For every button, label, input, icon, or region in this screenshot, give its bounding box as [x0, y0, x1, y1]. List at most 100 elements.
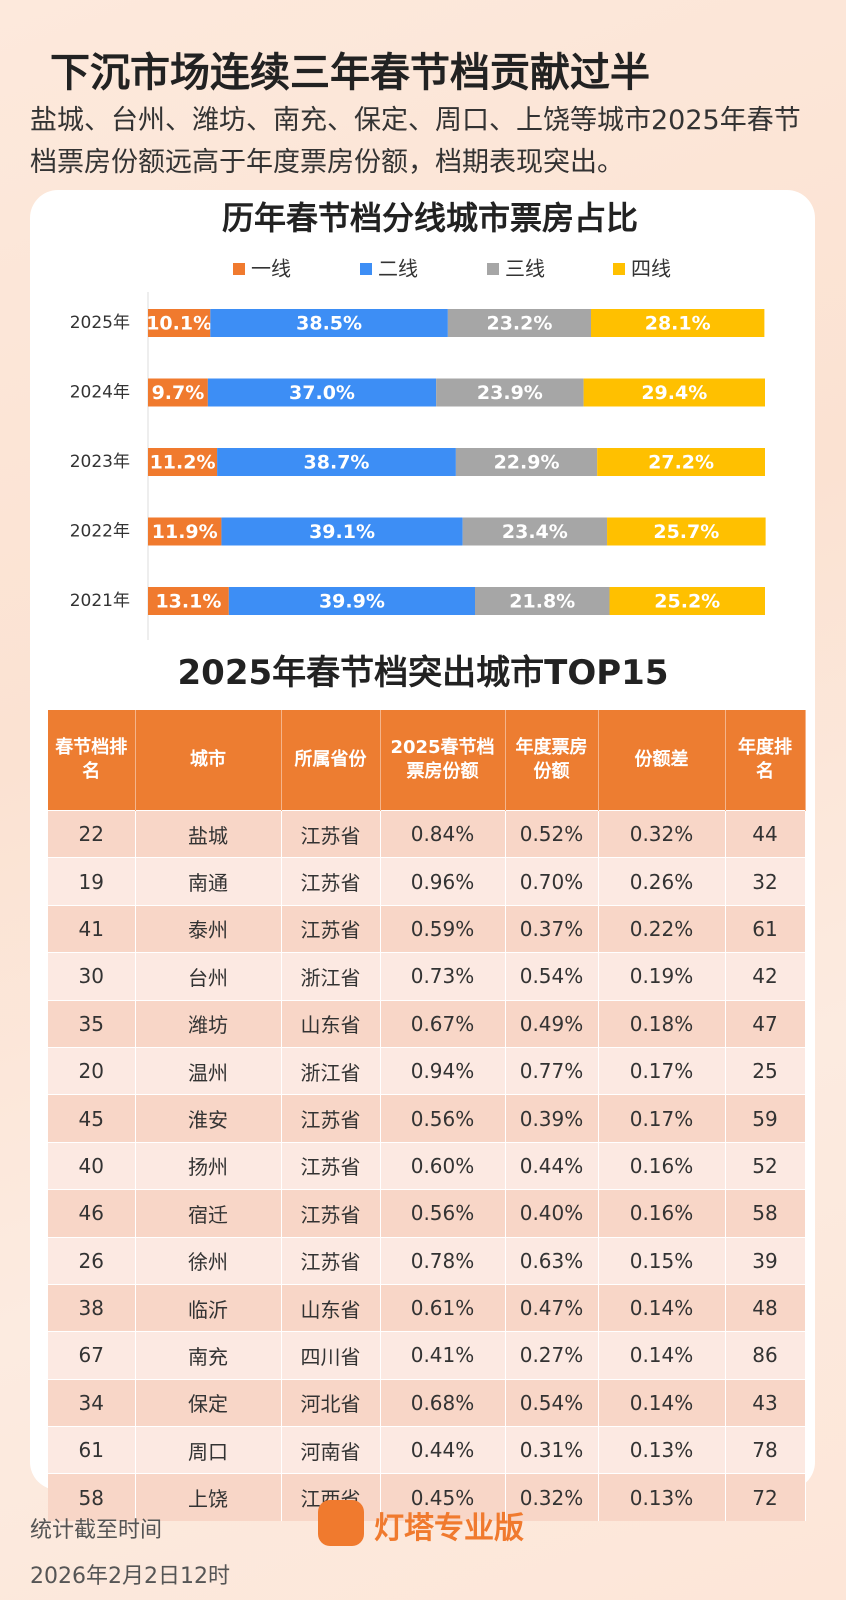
table-cell: 0.73%	[380, 952, 506, 1001]
table-cell: 0.96%	[380, 857, 506, 906]
header-cell: 2025春节档票房份额	[380, 710, 506, 811]
table-cell: 0.16%	[598, 1141, 726, 1190]
y-tick-label: 2025年	[70, 313, 130, 333]
logo	[318, 1500, 364, 1546]
table-cell: 47	[725, 999, 806, 1048]
table-row: 35 潍坊 山东省 0.67% 0.49% 0.18% 47	[48, 999, 806, 1048]
table-cell: 0.44%	[505, 1141, 599, 1190]
table-cell: 山东省	[281, 1283, 381, 1332]
bar-segment	[148, 309, 211, 337]
table-cell: 0.14%	[598, 1283, 726, 1332]
value-label: 37.0%	[289, 382, 355, 404]
table-cell: 0.54%	[505, 952, 599, 1001]
table-cell: 扬州	[135, 1141, 282, 1190]
table-cell: 30	[48, 952, 136, 1001]
table-cell: 南通	[135, 857, 282, 906]
y-tick-label: 2024年	[70, 383, 130, 403]
table-cell: 72	[725, 1473, 806, 1521]
table-cell: 78	[725, 1426, 806, 1474]
value-label: 29.4%	[641, 382, 707, 404]
table-cell: 泰州	[135, 904, 282, 953]
table-cell: 江苏省	[281, 904, 381, 953]
value-label: 9.7%	[152, 382, 205, 404]
table-cell: 0.54%	[505, 1378, 599, 1427]
table-cell: 61	[725, 904, 806, 953]
table-cell: 67	[48, 1331, 136, 1380]
table-cell: 0.15%	[598, 1236, 726, 1285]
table-row: 61 周口 河南省 0.44% 0.31% 0.13% 78	[48, 1426, 806, 1474]
bar-segment	[591, 309, 765, 337]
table-cell: 河北省	[281, 1378, 381, 1427]
value-label: 39.9%	[319, 591, 385, 613]
legend-label: 四线	[631, 257, 671, 281]
table-cell: 宿迁	[135, 1189, 282, 1238]
value-label: 13.1%	[155, 591, 221, 613]
header-cell: 所属省份	[281, 710, 381, 811]
bar-segment	[207, 378, 437, 407]
table-cell: 淮安	[135, 1094, 282, 1143]
value-label: 27.2%	[648, 452, 714, 474]
table-cell: 0.49%	[505, 999, 599, 1048]
subtitle: 盐城、台州、潍坊、南充、保定、周口、上饶等城市2025年春节档票房份额远高于年度…	[30, 105, 801, 178]
table-cell: 江苏省	[281, 1236, 381, 1285]
table-row: 26 徐州 江苏省 0.78% 0.63% 0.15% 39	[48, 1236, 806, 1285]
chart-title: 历年春节档分线城市票房占比	[222, 199, 638, 237]
table-cell: 山东省	[281, 999, 381, 1048]
header-cell: 春节档排名	[48, 710, 136, 811]
header-row: 春节档排名 城市 所属省份 2025春节档票房份额 年度票房份额 份额差 年度排名	[48, 710, 806, 811]
bar-segment	[462, 517, 608, 546]
footer-date: 2026年2月2日12时	[30, 1564, 230, 1589]
page-title: 下沉市场连续三年春节档贡献过半	[50, 50, 650, 96]
table-row: 41 泰州 江苏省 0.59% 0.37% 0.22% 61	[48, 904, 806, 953]
table-cell: 34	[48, 1378, 136, 1427]
table-cell: 86	[725, 1331, 806, 1380]
table-cell: 0.32%	[505, 1473, 599, 1521]
legend-label: 三线	[505, 257, 545, 281]
table-cell: 0.63%	[505, 1236, 599, 1285]
table-cell: 0.19%	[598, 952, 726, 1001]
bar-segment	[436, 378, 584, 407]
table-cell: 43	[725, 1378, 806, 1427]
table-cell: 保定	[135, 1378, 282, 1427]
legend-label: 二线	[378, 257, 418, 281]
bar-segment	[609, 587, 765, 615]
table-cell: 0.94%	[380, 1046, 506, 1095]
table-cell: 0.27%	[505, 1331, 599, 1380]
table: 春节档排名 城市 所属省份 2025春节档票房份额 年度票房份额 份额差 年度排名 22 盐城…	[48, 710, 806, 1521]
table-row: 30 台州 浙江省 0.73% 0.54% 0.19% 42	[48, 952, 806, 1001]
y-tick-label: 2022年	[70, 522, 130, 542]
bar-segment	[210, 309, 448, 337]
y-tick-label: 2021年	[70, 591, 130, 611]
table-cell: 江苏省	[281, 1189, 381, 1238]
table-cell: 临沂	[135, 1283, 282, 1332]
value-label: 28.1%	[645, 313, 711, 335]
value-label: 23.9%	[477, 382, 543, 404]
table-cell: 20	[48, 1046, 136, 1095]
bar-segment	[228, 587, 476, 615]
bar-segment	[221, 517, 463, 546]
table-cell: 0.16%	[598, 1189, 726, 1238]
table-cell: 江苏省	[281, 1141, 381, 1190]
table-cell: 周口	[135, 1426, 282, 1474]
bar-segment	[583, 378, 765, 407]
bar-segment	[217, 448, 456, 476]
table-cell: 61	[48, 1426, 136, 1474]
table-cell: 南充	[135, 1331, 282, 1380]
table-cell: 河南省	[281, 1426, 381, 1474]
table-cell: 江苏省	[281, 809, 381, 858]
table-cell: 盐城	[135, 809, 282, 858]
table-row: 40 扬州 江苏省 0.60% 0.44% 0.16% 52	[48, 1141, 806, 1190]
table-cell: 0.32%	[598, 809, 726, 858]
table-cell: 0.52%	[505, 809, 599, 858]
table-cell: 0.56%	[380, 1094, 506, 1143]
table-cell: 四川省	[281, 1331, 381, 1380]
table-cell: 0.77%	[505, 1046, 599, 1095]
table-cell: 0.14%	[598, 1331, 726, 1380]
value-label: 22.9%	[494, 452, 560, 474]
table-cell: 徐州	[135, 1236, 282, 1285]
table-cell: 32	[725, 857, 806, 906]
table-row: 19 南通 江苏省 0.96% 0.70% 0.26% 32	[48, 857, 806, 906]
table-cell: 35	[48, 999, 136, 1048]
header-cell: 年度票房份额	[505, 710, 599, 811]
